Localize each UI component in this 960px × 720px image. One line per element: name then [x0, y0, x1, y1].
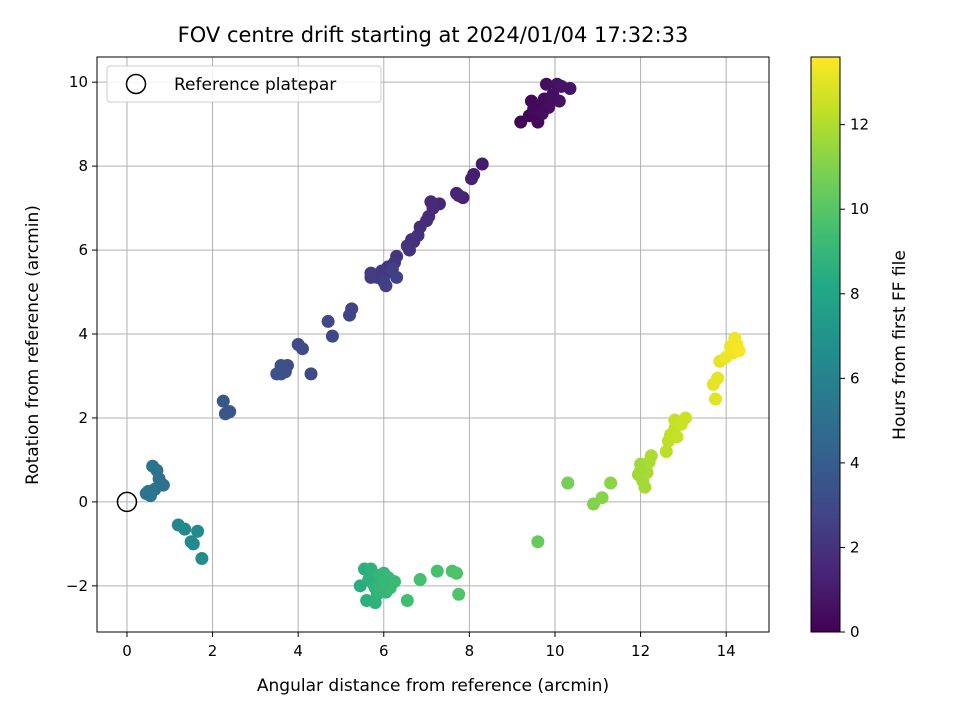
- data-point: [270, 367, 284, 381]
- data-point: [539, 77, 553, 91]
- data-point: [218, 407, 232, 421]
- x-tick-label: 4: [293, 642, 303, 660]
- data-point: [679, 411, 693, 425]
- data-point: [139, 486, 153, 500]
- colorbar-tick-label: 2: [850, 538, 860, 556]
- data-point: [732, 344, 746, 358]
- data-point: [634, 463, 648, 477]
- data-point: [475, 157, 489, 171]
- data-point: [452, 189, 466, 203]
- x-tick-label: 2: [208, 642, 218, 660]
- data-point: [400, 239, 414, 253]
- data-point: [379, 279, 393, 293]
- data-point: [377, 575, 391, 589]
- y-tick-label: −2: [66, 577, 88, 595]
- data-point: [413, 573, 427, 587]
- x-tick-label: 10: [545, 642, 564, 660]
- data-point: [343, 308, 357, 322]
- reference-platepar-marker: [116, 491, 138, 513]
- x-tick-label: 0: [122, 642, 132, 660]
- plot-frame: [96, 56, 770, 633]
- data-point: [321, 314, 335, 328]
- data-point: [544, 92, 558, 106]
- colorbar-tick-label: 6: [850, 369, 860, 387]
- data-point: [364, 266, 378, 280]
- reference-marker-group: [116, 491, 138, 513]
- y-tick-label: 6: [78, 241, 88, 259]
- colorbar-label: Hours from first FF file: [890, 250, 910, 440]
- data-point: [595, 491, 609, 505]
- grid-lines: [97, 57, 769, 632]
- data-point: [390, 270, 404, 284]
- x-axis-ticks: 0 2 4 6 8 10 12 14: [122, 632, 736, 660]
- data-point: [670, 430, 684, 444]
- data-point: [325, 329, 339, 343]
- data-point: [400, 594, 414, 608]
- data-point: [604, 476, 618, 490]
- colorbar-tick-label: 0: [850, 623, 860, 641]
- colorbar-ticks: 0 2 4 6 8 10 12: [840, 116, 869, 641]
- data-point: [563, 81, 577, 95]
- x-tick-label: 14: [717, 642, 736, 660]
- y-tick-label: 0: [78, 493, 88, 511]
- legend-entry-reference: Reference platepar: [174, 75, 336, 95]
- y-tick-label: 8: [78, 157, 88, 175]
- colorbar-tick-label: 12: [850, 116, 869, 134]
- data-point: [452, 587, 466, 601]
- data-point: [535, 107, 549, 121]
- colorbar-tick-label: 4: [850, 454, 860, 472]
- legend: Reference platepar: [106, 65, 382, 103]
- data-point: [304, 367, 318, 381]
- data-point: [424, 195, 438, 209]
- y-axis-label: Rotation from reference (arcmin): [23, 205, 43, 485]
- y-tick-label: 4: [78, 325, 88, 343]
- data-points: [139, 77, 746, 610]
- data-point: [191, 524, 205, 538]
- x-tick-label: 6: [379, 642, 389, 660]
- data-point: [450, 566, 464, 580]
- y-axis-ticks: −2 0 2 4 6 8 10: [66, 73, 97, 595]
- legend-box: [106, 65, 382, 103]
- chart-title: FOV centre drift starting at 2024/01/04 …: [178, 23, 689, 47]
- data-point: [430, 564, 444, 578]
- data-point: [186, 537, 200, 551]
- legend-reference-marker: [125, 73, 147, 95]
- colorbar: [810, 56, 841, 633]
- colorbar-tick-label: 8: [850, 285, 860, 303]
- data-point: [561, 476, 575, 490]
- data-point: [638, 480, 652, 494]
- data-point: [195, 552, 209, 566]
- data-point: [659, 445, 673, 459]
- data-point: [644, 449, 658, 463]
- data-point: [531, 535, 545, 549]
- x-tick-label: 12: [631, 642, 650, 660]
- data-point: [711, 371, 725, 385]
- data-point: [216, 394, 230, 408]
- data-point: [146, 459, 160, 473]
- colorbar-tick-label: 10: [850, 200, 869, 218]
- y-tick-label: 2: [78, 409, 88, 427]
- data-point: [387, 575, 401, 589]
- data-point: [291, 338, 305, 351]
- x-tick-label: 8: [465, 642, 475, 660]
- data-point: [708, 392, 722, 406]
- data-point: [178, 522, 192, 536]
- y-tick-label: 10: [69, 73, 88, 91]
- x-axis-label: Angular distance from reference (arcmin): [257, 676, 609, 696]
- data-point: [465, 172, 479, 186]
